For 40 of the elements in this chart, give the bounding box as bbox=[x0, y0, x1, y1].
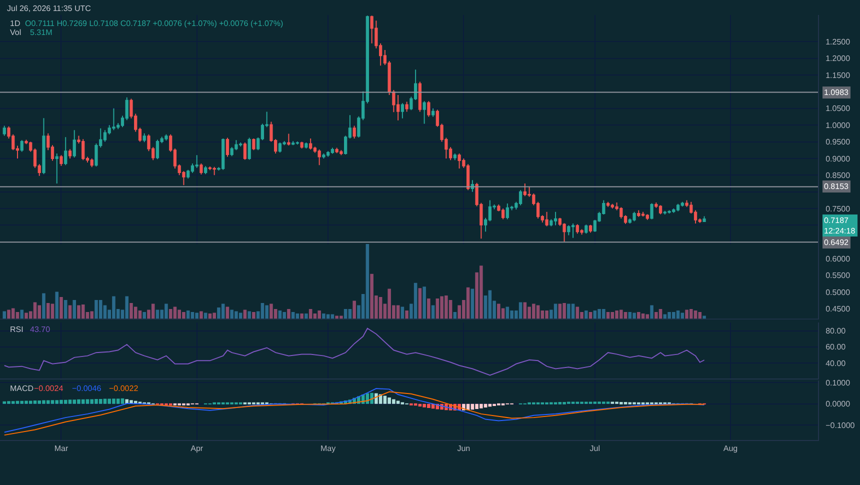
y-tick-label: 0.7500 bbox=[826, 204, 851, 214]
x-tick-label: Apr bbox=[190, 444, 204, 453]
text: MACD bbox=[10, 384, 34, 393]
annotation: −0.0046 bbox=[72, 384, 102, 393]
x-tick-label: Mar bbox=[54, 444, 68, 453]
x-tick-label: Aug bbox=[723, 444, 738, 453]
chart-title: Vol bbox=[10, 28, 22, 37]
y-tick-label: −0.1000 bbox=[826, 421, 856, 430]
y-tick-label: 40.00 bbox=[826, 358, 846, 368]
x-tick-label: Jul bbox=[590, 444, 600, 453]
chart-subtitle: 43.70 bbox=[30, 325, 51, 334]
y-tick-label: 0.9000 bbox=[826, 154, 851, 164]
y-tick-label: 0.4500 bbox=[826, 304, 851, 314]
chart-title: RSI bbox=[10, 325, 24, 334]
ref-line-label: 0.8153 bbox=[824, 182, 850, 191]
y-tick-label: 0.9500 bbox=[826, 138, 851, 147]
annotation: O0.7111 H0.7269 L0.7108 C0.7187 +0.0076 (+1.07%) +0.0076 (+1.07%) bbox=[25, 19, 284, 28]
y-tick-label: 0.6000 bbox=[826, 254, 851, 264]
y-tick-label: 80.00 bbox=[826, 326, 846, 336]
x-tick-label: May bbox=[320, 444, 336, 453]
y-tick-label: 1.1500 bbox=[826, 70, 851, 80]
y-tick-label: 1.2000 bbox=[826, 54, 851, 64]
annotation: −0.0024 bbox=[34, 384, 64, 393]
text: 1D bbox=[10, 19, 20, 28]
y-tick-label: 1.0000 bbox=[826, 120, 851, 130]
y-tick-label: 0.5500 bbox=[826, 271, 851, 280]
x-tick-label: Jun bbox=[457, 444, 470, 453]
y-tick-label: 1.0500 bbox=[826, 104, 851, 114]
y-tick-label: 0.8500 bbox=[826, 170, 851, 180]
chart-title: Jul 26, 2026 11:35 UTC bbox=[7, 4, 92, 13]
y-tick-label: 0.5000 bbox=[826, 288, 851, 297]
ref-line-label: 0.6492 bbox=[824, 238, 850, 247]
y-tick-label: 60.00 bbox=[826, 342, 846, 352]
ref-line-label: 1.0983 bbox=[824, 88, 850, 97]
y-tick-label: 1.2500 bbox=[826, 37, 851, 46]
chart-subtitle: 5.31M bbox=[30, 28, 53, 37]
y-tick-label: 0.1000 bbox=[826, 378, 851, 388]
annotation: −0.0022 bbox=[109, 384, 139, 393]
text: 0.7187 12:24:18 bbox=[824, 216, 856, 236]
y-tick-label: 0.0000 bbox=[826, 400, 851, 409]
